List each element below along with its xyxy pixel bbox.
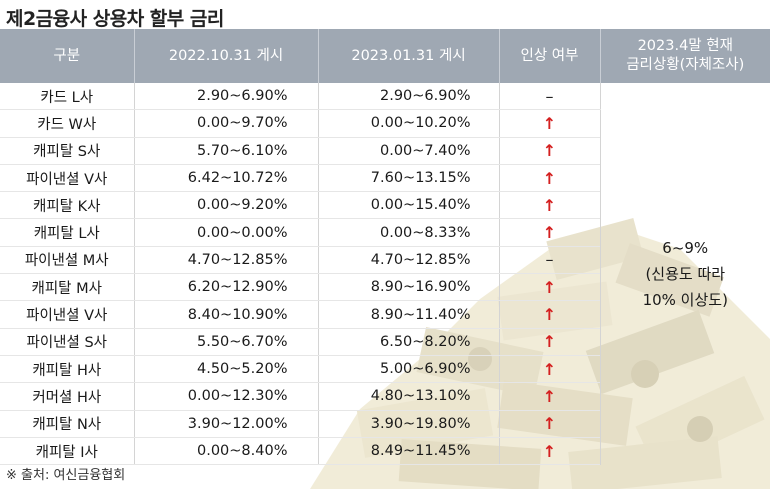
company-name: 캐피탈 S사 xyxy=(0,137,134,164)
increase-arrow-icon: ↑ xyxy=(499,355,600,382)
rate-2023: 8.49~11.45% xyxy=(318,437,499,464)
rate-2022: 0.00~0.00% xyxy=(134,219,318,246)
header-current-status: 2023.4말 현재 금리상황(자체조사) xyxy=(600,29,770,83)
company-name: 캐피탈 L사 xyxy=(0,219,134,246)
rate-2023: 4.80~13.10% xyxy=(318,383,499,410)
rate-2022: 3.90~12.00% xyxy=(134,410,318,437)
increase-arrow-icon: ↑ xyxy=(499,219,600,246)
rate-2022: 0.00~9.20% xyxy=(134,192,318,219)
rate-2023: 0.00~8.33% xyxy=(318,219,499,246)
increase-arrow-icon: ↑ xyxy=(499,274,600,301)
company-name: 캐피탈 M사 xyxy=(0,274,134,301)
table-row: 카드 L사 2.90~6.90% 2.90~6.90% – 6~9% (신용도 … xyxy=(0,83,770,110)
rate-2022: 6.42~10.72% xyxy=(134,164,318,191)
current-status-line2: (신용도 따라 xyxy=(601,261,770,287)
header-current-line2: 금리상황(자체조사) xyxy=(601,56,770,75)
table-header-row: 구분 2022.10.31 게시 2023.01.31 게시 인상 여부 202… xyxy=(0,29,770,83)
company-name: 커머셜 H사 xyxy=(0,383,134,410)
increase-arrow-icon: ↑ xyxy=(499,437,600,464)
company-name: 파이낸셜 S사 xyxy=(0,328,134,355)
header-increase: 인상 여부 xyxy=(499,29,600,83)
header-current-line1: 2023.4말 현재 xyxy=(601,37,770,56)
header-2022: 2022.10.31 게시 xyxy=(134,29,318,83)
current-status-cell: 6~9% (신용도 따라 10% 이상도) xyxy=(600,83,770,465)
rate-2022: 2.90~6.90% xyxy=(134,83,318,110)
rate-2022: 4.50~5.20% xyxy=(134,355,318,382)
company-name: 파이낸셜 V사 xyxy=(0,301,134,328)
header-category: 구분 xyxy=(0,29,134,83)
rate-2023: 0.00~15.40% xyxy=(318,192,499,219)
increase-arrow-icon: ↑ xyxy=(499,383,600,410)
current-status-line1: 6~9% xyxy=(601,235,770,261)
rate-2022: 4.70~12.85% xyxy=(134,246,318,273)
rate-2023: 8.90~16.90% xyxy=(318,274,499,301)
rate-2023: 7.60~13.15% xyxy=(318,164,499,191)
table-container: 구분 2022.10.31 게시 2023.01.31 게시 인상 여부 202… xyxy=(0,29,770,460)
rate-2023: 6.50~8.20% xyxy=(318,328,499,355)
rate-2023: 0.00~7.40% xyxy=(318,137,499,164)
rate-2023: 2.90~6.90% xyxy=(318,83,499,110)
rate-2023: 0.00~10.20% xyxy=(318,110,499,137)
company-name: 캐피탈 K사 xyxy=(0,192,134,219)
rate-2023: 5.00~6.90% xyxy=(318,355,499,382)
rate-2022: 8.40~10.90% xyxy=(134,301,318,328)
rate-2022: 5.70~6.10% xyxy=(134,137,318,164)
company-name: 파이낸셜 M사 xyxy=(0,246,134,273)
increase-arrow-icon: ↑ xyxy=(499,328,600,355)
company-name: 캐피탈 N사 xyxy=(0,410,134,437)
rate-2023: 8.90~11.40% xyxy=(318,301,499,328)
company-name: 캐피탈 I사 xyxy=(0,437,134,464)
rate-2022: 5.50~6.70% xyxy=(134,328,318,355)
company-name: 카드 L사 xyxy=(0,83,134,110)
no-change-dash: – xyxy=(499,83,600,110)
rate-2022: 6.20~12.90% xyxy=(134,274,318,301)
rate-2023: 4.70~12.85% xyxy=(318,246,499,273)
increase-arrow-icon: ↑ xyxy=(499,137,600,164)
increase-arrow-icon: ↑ xyxy=(499,192,600,219)
rate-2022: 0.00~9.70% xyxy=(134,110,318,137)
rate-table: 구분 2022.10.31 게시 2023.01.31 게시 인상 여부 202… xyxy=(0,29,770,465)
increase-arrow-icon: ↑ xyxy=(499,301,600,328)
no-change-dash: – xyxy=(499,246,600,273)
rate-2022: 0.00~8.40% xyxy=(134,437,318,464)
increase-arrow-icon: ↑ xyxy=(499,164,600,191)
increase-arrow-icon: ↑ xyxy=(499,410,600,437)
page-title: 제2금융사 상용차 할부 금리 xyxy=(6,4,224,31)
current-status-line3: 10% 이상도) xyxy=(601,287,770,313)
company-name: 캐피탈 H사 xyxy=(0,355,134,382)
company-name: 카드 W사 xyxy=(0,110,134,137)
rate-2023: 3.90~19.80% xyxy=(318,410,499,437)
source-footnote: ※ 출처: 여신금융협회 xyxy=(6,464,125,483)
company-name: 파이낸셜 V사 xyxy=(0,164,134,191)
rate-2022: 0.00~12.30% xyxy=(134,383,318,410)
increase-arrow-icon: ↑ xyxy=(499,110,600,137)
header-2023: 2023.01.31 게시 xyxy=(318,29,499,83)
